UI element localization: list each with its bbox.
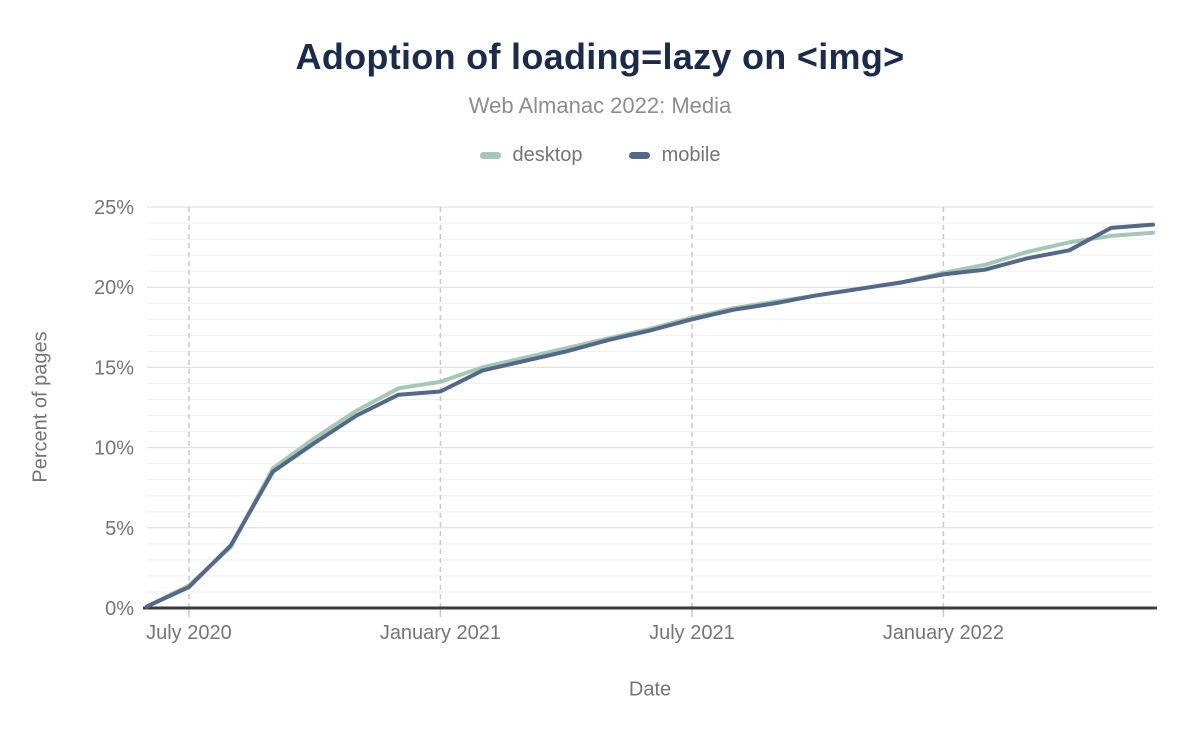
- x-tick-label: January 2022: [883, 622, 1004, 644]
- x-tick-label: July 2020: [146, 622, 232, 644]
- x-tick-label: January 2021: [380, 622, 501, 644]
- chart-subtitle: Web Almanac 2022: Media: [468, 93, 732, 118]
- legend-item-mobile: mobile: [628, 144, 721, 167]
- mobile-legend-swatch: [628, 152, 650, 159]
- y-tick-label: 10%: [94, 438, 134, 460]
- desktop-line: [145, 230, 1155, 609]
- y-tick-label: 20%: [94, 277, 134, 299]
- legend-item-desktop: desktop: [479, 144, 583, 167]
- y-tick-label: 0%: [105, 598, 134, 620]
- x-axis-title: Date: [628, 678, 672, 701]
- mobile-legend-label: mobile: [661, 144, 721, 166]
- y-tick-label: 25%: [94, 197, 134, 219]
- chart-title: Adoption of loading=lazy on <img>: [295, 36, 905, 77]
- y-tick-label: 5%: [105, 518, 134, 540]
- desktop-legend-label: desktop: [512, 144, 583, 166]
- y-tick-label: 15%: [94, 357, 134, 379]
- legend: desktop mobile: [0, 144, 1200, 167]
- x-tick-label: July 2021: [649, 622, 735, 644]
- desktop-legend-swatch: [479, 152, 501, 159]
- y-axis-title: Percent of pages: [29, 331, 52, 483]
- mobile-line: [145, 222, 1155, 609]
